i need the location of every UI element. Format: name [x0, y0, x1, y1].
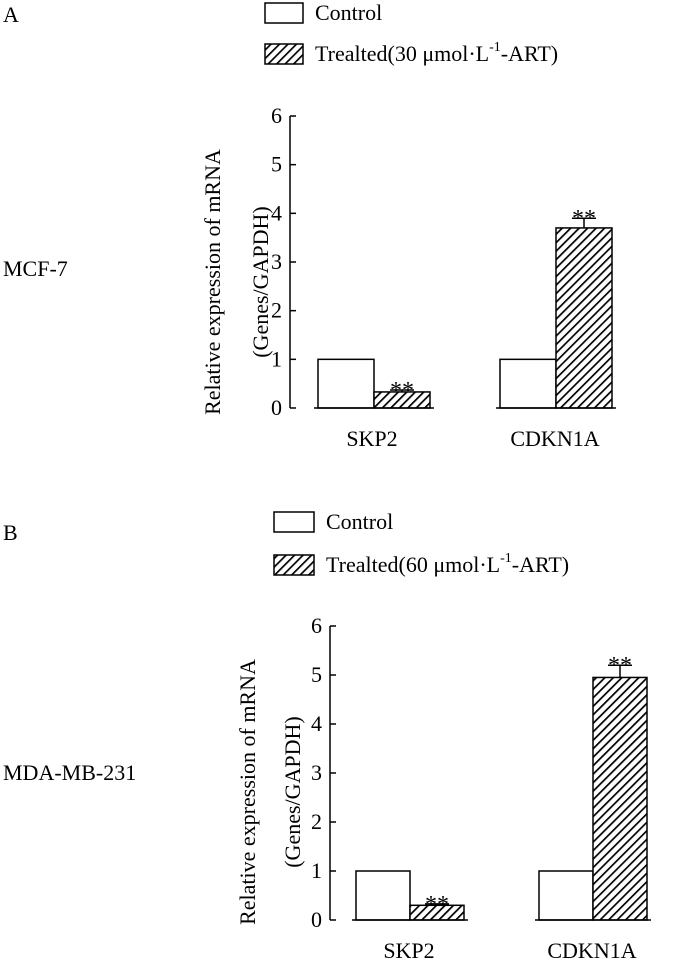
y-tick-label: 3 — [311, 760, 322, 785]
bars: ** ** — [352, 653, 651, 921]
y-tick-label: 2 — [311, 809, 322, 834]
significance-marker: ** — [425, 892, 449, 918]
y-tick-label: 0 — [271, 395, 282, 420]
legend-item: Control — [264, 0, 382, 25]
bar-treated — [555, 227, 613, 409]
x-tick-label: SKP2 — [346, 426, 397, 451]
legend-item: Control — [273, 509, 393, 534]
y-tick-label: 2 — [271, 298, 282, 323]
x-tick-label: CDKN1A — [547, 938, 636, 963]
cell-line-label: MCF-7 — [3, 256, 68, 281]
significance-marker: ** — [572, 206, 596, 232]
legend-swatch-treated — [273, 554, 315, 576]
legend-label: Control — [326, 509, 393, 534]
y-axis-label: Relative expression of mRNA — [235, 659, 260, 925]
legend-label-superscript: -1 — [500, 551, 512, 566]
y-axis-label-units: (Genes/GAPDH) — [248, 206, 273, 358]
legend-label-superscript: -1 — [489, 40, 501, 55]
legend-label: Trealted(60 μmol·L-1-ART) — [326, 551, 569, 577]
y-tick-label: 1 — [271, 346, 282, 371]
y-tick-label: 3 — [271, 249, 282, 274]
legend-swatch-control — [273, 511, 315, 533]
significance-marker: ** — [390, 378, 414, 404]
legend-swatch-treated — [264, 43, 304, 65]
legend-label: Trealted(30 μmol·L-1-ART) — [315, 40, 558, 66]
y-axis: 0 1 2 3 4 5 6 — [311, 613, 336, 932]
bar-control — [538, 870, 594, 921]
legend: Control Trealted(30 μmol·L-1-ART) — [264, 0, 558, 66]
y-tick-label: 1 — [311, 858, 322, 883]
legend-label-main: Trealted(60 μmol·L — [326, 552, 500, 577]
y-axis-label-units: (Genes/GAPDH) — [280, 716, 305, 868]
significance-marker: ** — [608, 653, 632, 679]
legend-label-main: Trealted(30 μmol·L — [315, 41, 489, 66]
y-tick-label: 6 — [271, 103, 282, 128]
y-axis-label: Relative expression of mRNA — [200, 149, 225, 415]
y-tick-label: 4 — [311, 711, 322, 736]
legend-label-end: -ART) — [512, 552, 569, 577]
bar-control — [499, 358, 557, 409]
legend-item: Trealted(30 μmol·L-1-ART) — [264, 40, 558, 66]
panel-label: B — [3, 520, 18, 545]
panel-label: A — [3, 2, 19, 27]
y-tick-label: 5 — [311, 662, 322, 687]
legend-label-main: Control — [315, 0, 382, 25]
bar-control — [355, 870, 411, 921]
y-tick-label: 4 — [271, 200, 282, 225]
y-tick-label: 6 — [311, 613, 322, 638]
cell-line-label: MDA-MB-231 — [3, 760, 136, 785]
legend-label: Control — [315, 0, 382, 25]
bar-control — [317, 358, 375, 409]
y-tick-label: 0 — [311, 907, 322, 932]
legend-label-main: Control — [326, 509, 393, 534]
legend-swatch-control — [264, 2, 304, 24]
legend-item: Trealted(60 μmol·L-1-ART) — [273, 551, 569, 577]
bar-treated — [592, 676, 648, 921]
legend: Control Trealted(60 μmol·L-1-ART) — [273, 509, 569, 577]
bars: ** ** — [314, 206, 616, 409]
chart-panel-b: B MDA-MB-231 Control Trealted(60 μmol·L-1-A… — [3, 509, 651, 963]
y-axis: 0 1 2 3 4 5 6 — [271, 103, 296, 420]
x-tick-label: CDKN1A — [510, 426, 599, 451]
legend-label-end: -ART) — [501, 41, 558, 66]
x-tick-label: SKP2 — [383, 938, 434, 963]
chart-panel-a: A MCF-7 Control Trealted(30 μmol·L-1-ART) 0 1… — [3, 0, 616, 451]
y-tick-label: 5 — [271, 152, 282, 177]
